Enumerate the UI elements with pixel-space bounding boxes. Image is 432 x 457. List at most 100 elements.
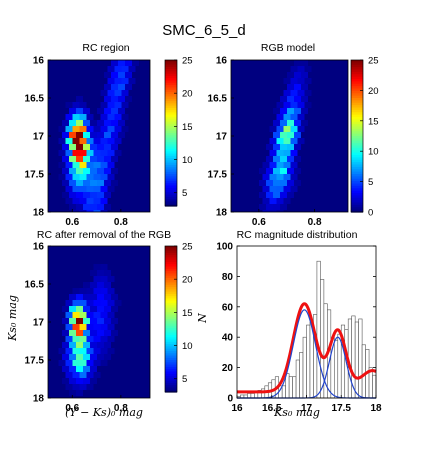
heatmap-cell	[79, 372, 87, 378]
heatmap-cell	[111, 60, 118, 66]
colorbar-tick-label: 5	[182, 188, 187, 199]
heatmap-cell	[114, 102, 122, 108]
heatmap-cell	[90, 168, 97, 174]
colorbar-segment	[351, 166, 363, 170]
heatmap-cell	[86, 138, 94, 144]
heatmap-cell	[107, 162, 115, 168]
heatmap-cell	[65, 300, 73, 306]
heatmap-cell	[118, 96, 125, 102]
heatmap-cell	[100, 150, 108, 156]
heatmap-cell	[69, 180, 76, 186]
heatmap-cell	[58, 126, 66, 132]
heatmap-cell	[104, 72, 111, 78]
colorbar-segment	[165, 105, 177, 109]
heatmap-cell	[72, 102, 80, 108]
heatmap-cell	[301, 72, 308, 78]
y-tick-label: 17	[33, 318, 45, 329]
heatmap-cell	[97, 180, 104, 186]
heatmap-cell	[86, 336, 94, 342]
colorbar-segment	[351, 133, 363, 137]
heatmap-cell	[266, 204, 273, 210]
heatmap-cell	[100, 138, 108, 144]
heatmap-cell	[58, 150, 66, 156]
heatmap-cell	[97, 132, 104, 138]
x-tick-label: 0.8	[114, 403, 128, 414]
x-tick-label: 16	[231, 403, 243, 414]
heatmap-cell	[65, 372, 73, 378]
heatmap-cell	[280, 132, 287, 138]
colorbar-segment	[165, 255, 177, 259]
colorbar-segment	[351, 95, 363, 99]
heatmap-cell	[259, 192, 266, 198]
colorbar-segment	[351, 124, 363, 128]
colorbar-segment	[165, 87, 177, 91]
colorbar-segment	[165, 293, 177, 297]
heatmap-cell	[104, 294, 111, 300]
colorbar-segment	[351, 147, 363, 151]
x-axis-label: Ks₀ mag	[273, 406, 320, 419]
heatmap-cell	[290, 150, 298, 156]
heatmap-cell	[283, 198, 291, 204]
heatmap-cell	[273, 156, 280, 162]
y-tick-label: 80	[222, 272, 234, 283]
heatmap-cell	[273, 168, 280, 174]
colorbar-segment	[165, 66, 177, 70]
heatmap-cell	[121, 126, 129, 132]
heatmap-cell	[76, 294, 83, 300]
panel-title: RC region	[82, 42, 129, 54]
heatmap-cell	[83, 120, 90, 126]
heatmap-cell	[93, 276, 101, 282]
heatmap-cell	[114, 138, 122, 144]
y-tick-label: 18	[33, 394, 45, 405]
heatmap-cell	[262, 198, 270, 204]
heatmap-cell	[104, 204, 111, 210]
colorbar-segment	[165, 287, 177, 290]
colorbar-segment	[165, 73, 177, 77]
heatmap-cell	[280, 204, 287, 210]
heatmap-cell	[76, 378, 83, 384]
heatmap-cell	[283, 186, 291, 192]
colorbar-segment	[351, 93, 363, 97]
colorbar-segment	[165, 348, 177, 352]
y-tick-label: 17.5	[208, 170, 228, 181]
heatmap-cell	[69, 366, 76, 372]
heatmap-cell	[107, 324, 115, 330]
colorbar-segment	[165, 78, 177, 82]
heatmap-cell	[301, 108, 308, 114]
heatmap-cell	[97, 318, 104, 324]
heatmap-cell	[93, 360, 101, 366]
heatmap-cell	[72, 288, 80, 294]
heatmap-cell	[121, 102, 129, 108]
heatmap-cell	[287, 132, 294, 138]
colorbar-segment	[165, 346, 177, 350]
heatmap-cell	[111, 84, 118, 90]
colorbar-segment	[165, 268, 177, 272]
colorbar-segment	[165, 85, 177, 88]
colorbar-segment	[351, 164, 363, 168]
heatmap-cell	[297, 90, 305, 96]
heatmap-cell	[297, 102, 305, 108]
colorbar-segment	[351, 60, 363, 63]
colorbar-segment	[165, 305, 177, 309]
heatmap-cell	[104, 108, 111, 114]
histogram-bar	[372, 374, 377, 399]
colorbar-segment	[165, 158, 177, 161]
colorbar-segment	[165, 323, 177, 327]
colorbar-segment	[351, 136, 363, 139]
heatmap-cell	[290, 138, 298, 144]
colorbar-segment	[165, 196, 177, 200]
heatmap-cell	[65, 126, 73, 132]
heatmap-cell	[304, 78, 312, 84]
heatmap-cell	[83, 318, 90, 324]
heatmap-cell	[93, 324, 101, 330]
heatmap-cell	[104, 144, 111, 150]
heatmap-cell	[287, 192, 294, 198]
colorbar-segment	[351, 86, 363, 90]
heatmap-cell	[90, 330, 97, 336]
heatmap-cell	[83, 330, 90, 336]
colorbar-segment	[165, 357, 177, 361]
heatmap-cell	[121, 66, 129, 72]
heatmap-cell	[269, 210, 277, 212]
heatmap-cell	[79, 300, 87, 306]
